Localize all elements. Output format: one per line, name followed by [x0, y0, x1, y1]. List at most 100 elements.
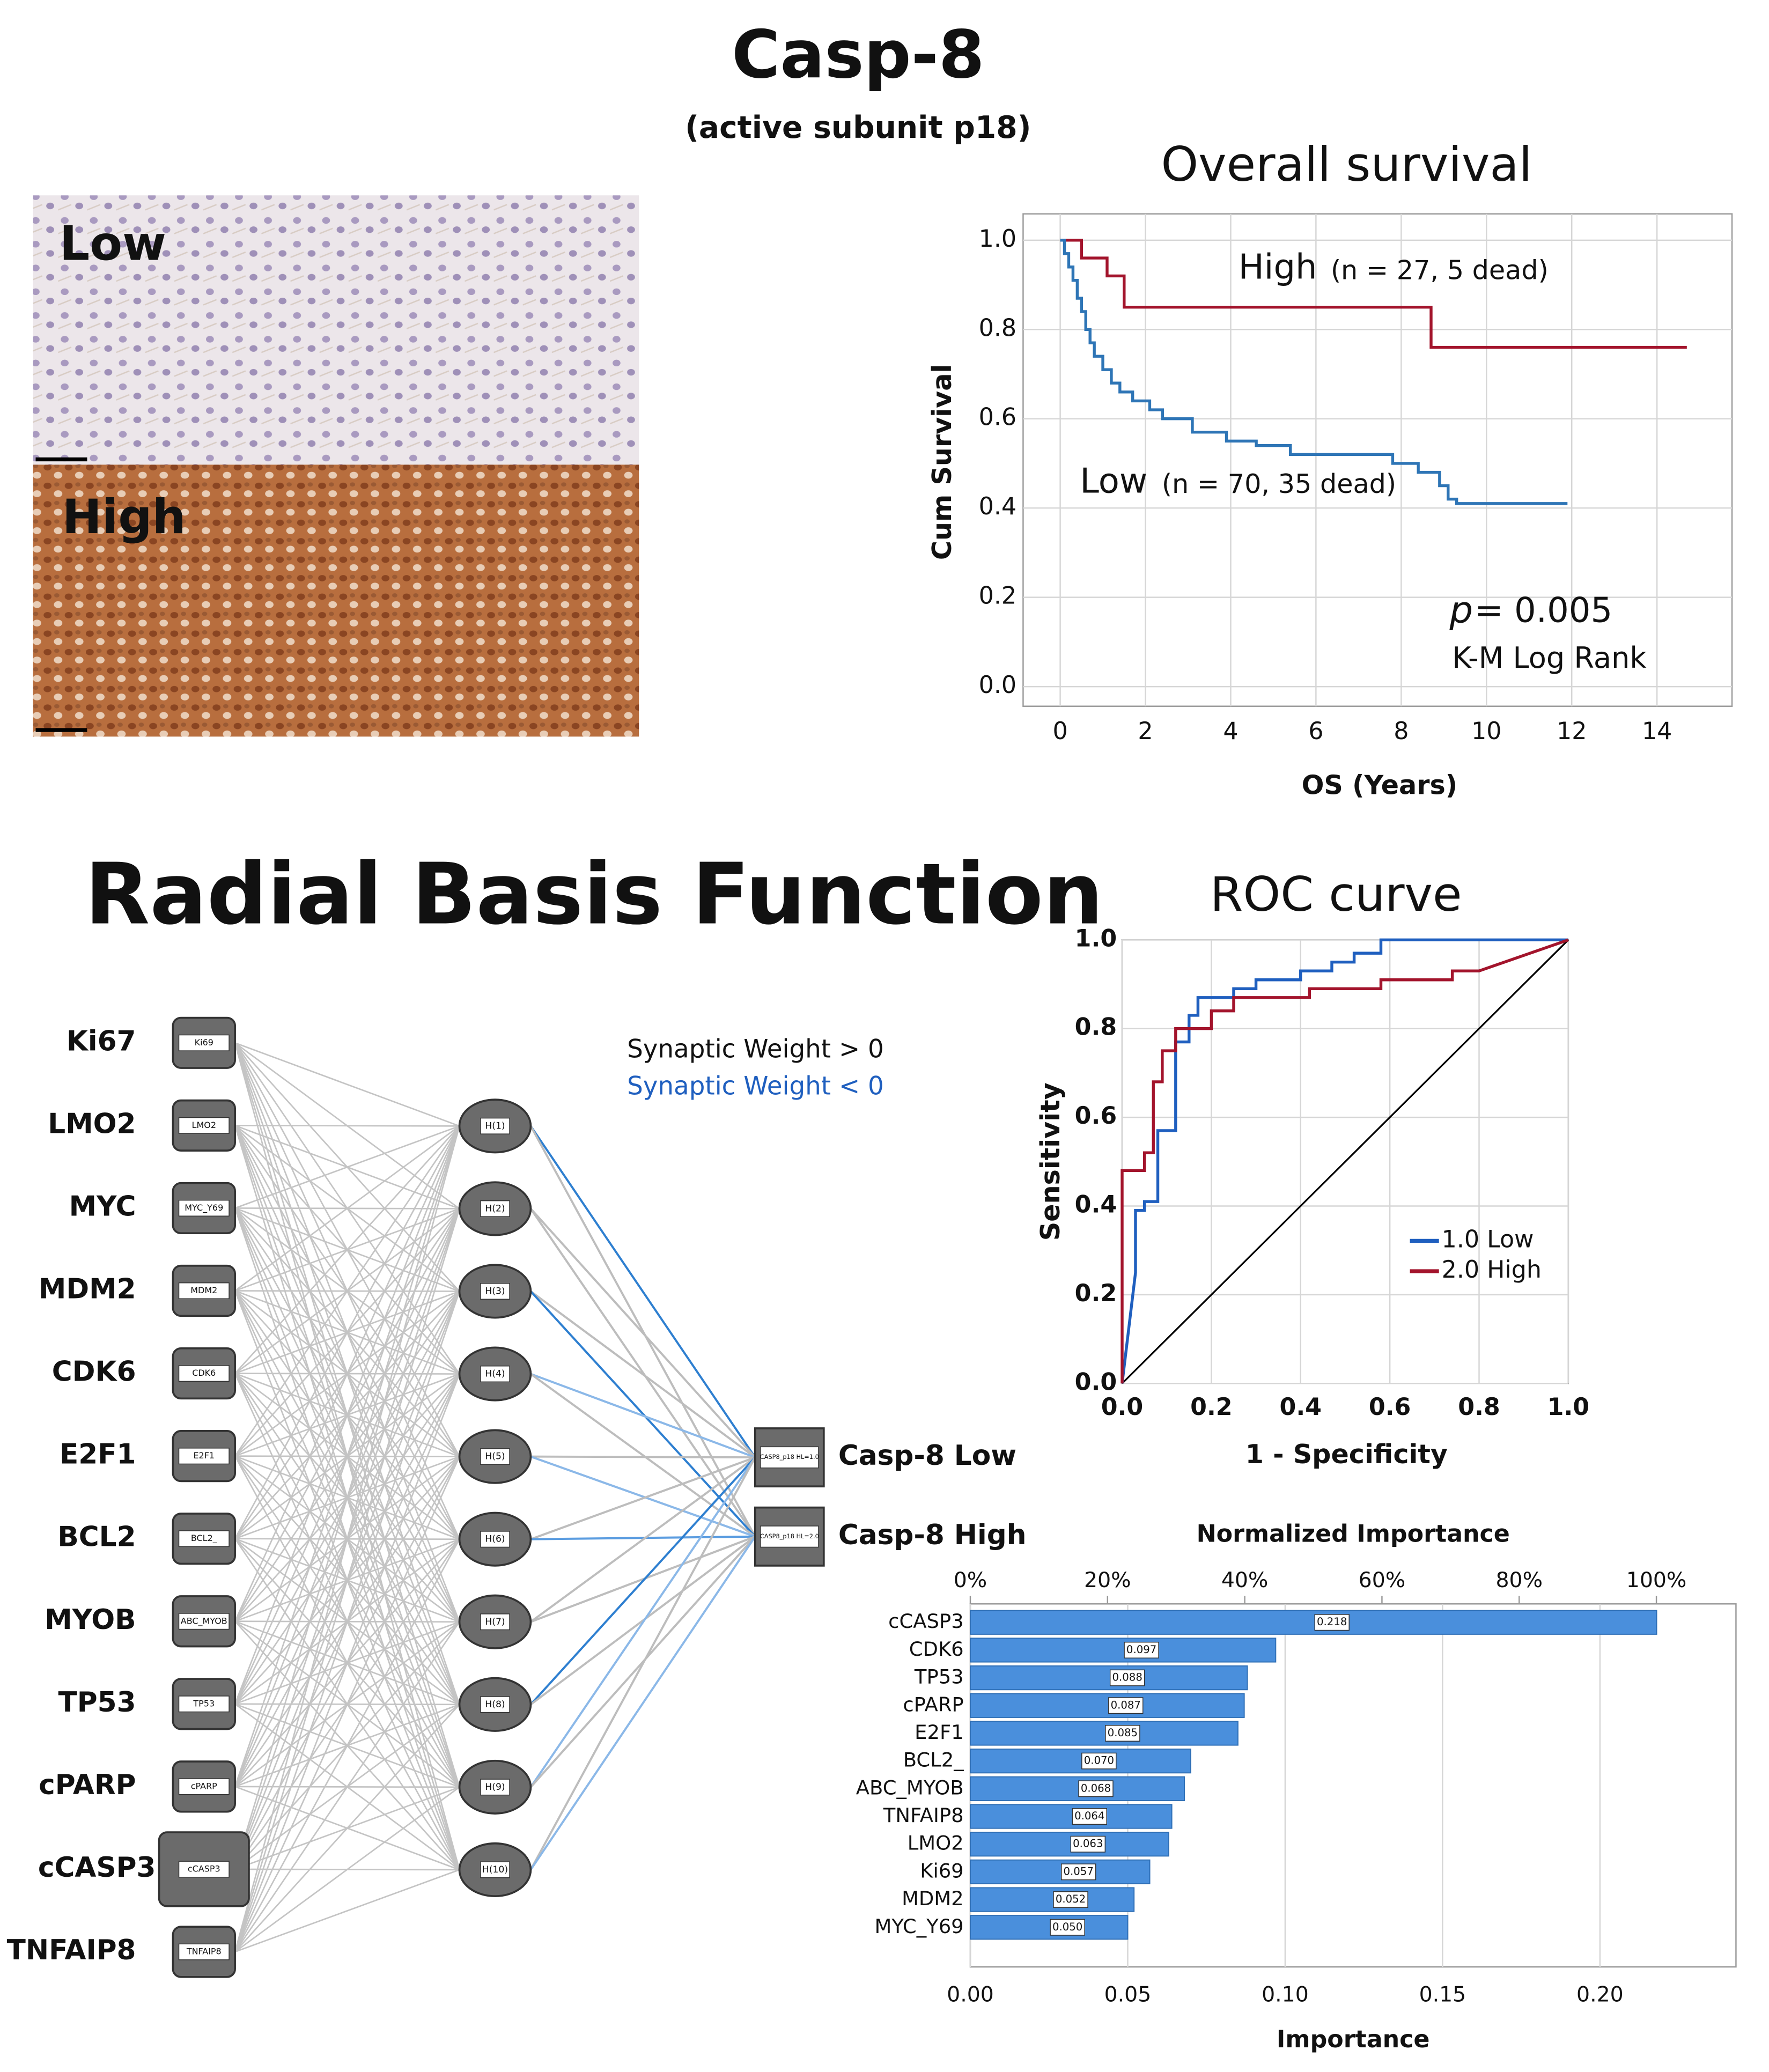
value-label: 0.085: [1108, 1727, 1138, 1739]
network-edge: [234, 1125, 460, 1209]
network-edge: [234, 1125, 460, 1952]
bar: [969, 1832, 1169, 1857]
y-tick-label: 0.4: [979, 493, 1016, 520]
network-edge: [234, 1621, 460, 1952]
network-edge: [530, 1456, 756, 1540]
network-edge: [234, 1291, 460, 1952]
network-edge: [529, 1125, 756, 1458]
tissue-image-low: [33, 195, 639, 465]
bar: [969, 1638, 1277, 1663]
bar: [969, 1804, 1173, 1829]
x-axis-label: OS (Years): [1302, 769, 1458, 800]
y-axis-label: Cum Survival: [926, 364, 957, 560]
network-edge: [529, 1536, 756, 1871]
bar: [969, 1887, 1135, 1912]
x-tick-label: 0.05: [1104, 1982, 1152, 2007]
node-tag: [480, 1861, 510, 1878]
series-line: [1121, 938, 1568, 1384]
input-node-label: Ki69: [195, 1037, 213, 1048]
node-tag: [178, 1034, 230, 1051]
node-tag: [480, 1448, 510, 1465]
value-label: 0.063: [1073, 1838, 1103, 1850]
tissue-image-high: [33, 464, 639, 737]
value-label: 0.052: [1056, 1893, 1086, 1905]
input-label: LMO2: [48, 1108, 136, 1140]
node-tag: [178, 1448, 230, 1465]
y-tick-label: 0.8: [979, 314, 1016, 342]
value-label: 0.070: [1084, 1754, 1114, 1767]
series-line: [1121, 938, 1569, 1384]
x-tick-label: 4: [1223, 718, 1238, 745]
chart-title: Normalized Importance: [1197, 1520, 1510, 1547]
chart-title: Overall survival: [1161, 137, 1532, 192]
value-label: 0.057: [1064, 1865, 1094, 1877]
node-tag: [178, 1613, 230, 1630]
network-edge: [234, 1125, 460, 1374]
legend-label: 2.0 High: [1442, 1256, 1542, 1284]
output-node-label: CASP8_p18 HL=2.0: [760, 1532, 819, 1540]
x-tick-label: 0.6: [1369, 1393, 1411, 1421]
y-tick-label: E2F1: [915, 1721, 964, 1744]
network-edge: [234, 1208, 460, 1952]
network-edge: [530, 1290, 756, 1458]
input-label: E2F1: [60, 1439, 136, 1471]
input-node-label: MDM2: [190, 1285, 217, 1295]
y-tick-label: 0.6: [979, 404, 1016, 431]
input-label: Ki67: [67, 1025, 136, 1057]
value-label-box: [1072, 1808, 1107, 1825]
input-node-label: TNFAIP8: [186, 1946, 222, 1957]
bar: [969, 1915, 1129, 1940]
input-label: BCL2: [57, 1521, 136, 1553]
value-label-box: [1078, 1780, 1114, 1797]
reference-line: [1121, 939, 1569, 1384]
y-tick-label: CDK6: [909, 1638, 964, 1661]
y-tick-label: cCASP3: [888, 1610, 963, 1633]
network-edge: [530, 1535, 755, 1540]
y-tick-label: 0.8: [1075, 1014, 1117, 1041]
y-tick-label: ABC_MYOB: [856, 1776, 964, 1799]
node-tag: [760, 1446, 819, 1469]
plot-area: [1022, 213, 1733, 707]
bar: [969, 1749, 1191, 1774]
series-line: [1060, 239, 1568, 505]
y-tick-label: TNFAIP8: [883, 1804, 964, 1827]
x2-tick-label: 60%: [1359, 1568, 1405, 1592]
annotation: = 0.005: [1475, 591, 1612, 631]
hidden-node-label: H(9): [485, 1782, 505, 1793]
hidden-node-label: H(7): [485, 1617, 505, 1627]
network-edge: [234, 1125, 460, 1787]
network-edge: [234, 1704, 460, 1952]
x-tick-label: 10: [1471, 718, 1501, 745]
annotation: K-M Log Rank: [1452, 641, 1647, 675]
input-node-label: MYC_Y69: [185, 1203, 223, 1213]
output-label: Casp-8 Low: [838, 1440, 1016, 1472]
y-tick-label: 0.6: [1075, 1102, 1117, 1130]
series-note: (n = 27, 5 dead): [1331, 254, 1549, 285]
value-label-box: [1060, 1863, 1096, 1881]
x-tick-label: 2: [1138, 718, 1153, 745]
y-tick-label: LMO2: [908, 1832, 964, 1855]
x-axis-label: 1 - Specificity: [1245, 1439, 1448, 1470]
x-tick-label: 0: [1052, 718, 1067, 745]
y-tick-label: 0.2: [979, 582, 1016, 610]
input-label: TNFAIP8: [7, 1934, 136, 1966]
bar: [969, 1859, 1151, 1885]
hidden-node-label: H(8): [485, 1699, 505, 1710]
value-label-box: [1050, 1919, 1085, 1936]
node-tag: [178, 1778, 230, 1795]
x-tick-label: 8: [1394, 718, 1409, 745]
network-edge: [234, 1456, 460, 1952]
hidden-node-label: H(10): [482, 1864, 508, 1875]
y-tick-label: TP53: [914, 1665, 964, 1688]
network-legend: Synaptic Weight > 0: [627, 1035, 884, 1064]
input-label: MYOB: [45, 1604, 136, 1636]
network-edge: [530, 1535, 756, 1623]
input-node-label: cPARP: [191, 1781, 217, 1791]
value-label: 0.218: [1317, 1616, 1347, 1628]
network-edge: [529, 1291, 756, 1538]
value-label: 0.068: [1081, 1782, 1111, 1794]
y-tick-label: 1.0: [979, 225, 1016, 253]
network-edge: [235, 1125, 460, 1127]
value-label-box: [1081, 1752, 1117, 1769]
